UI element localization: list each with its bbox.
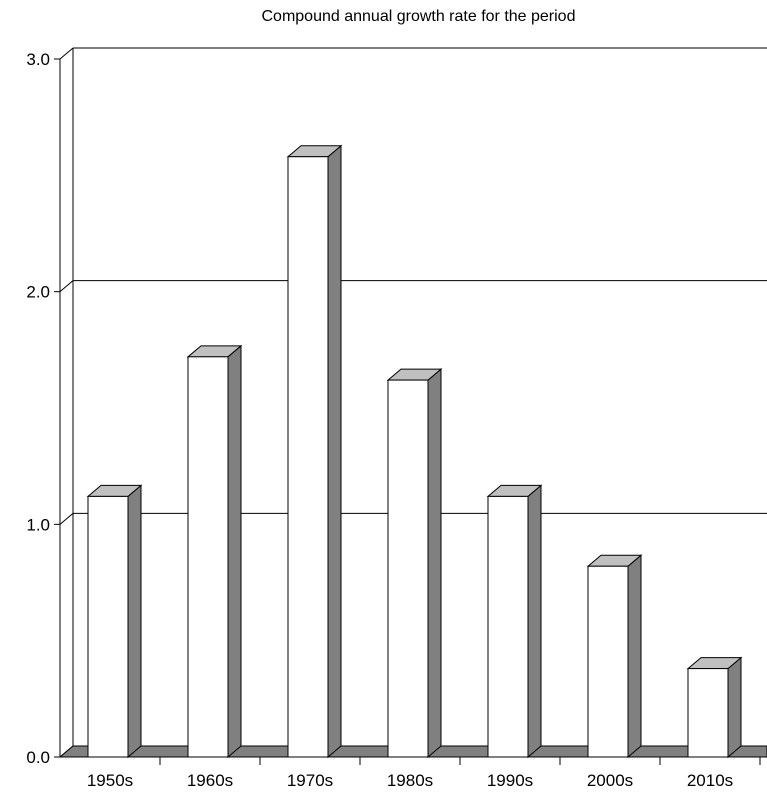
bar-side bbox=[527, 484, 542, 759]
bar-side bbox=[427, 368, 442, 759]
bar-front bbox=[587, 565, 629, 758]
x-tick-label: 2000s bbox=[587, 771, 633, 790]
bar-front bbox=[687, 668, 729, 758]
bar-2000s bbox=[586, 554, 643, 759]
bar-front bbox=[487, 495, 529, 758]
bar-1960s bbox=[186, 344, 243, 759]
bar-side bbox=[127, 484, 142, 759]
bar-front bbox=[387, 379, 429, 758]
x-tick-label: 1990s bbox=[487, 771, 533, 790]
bars bbox=[86, 144, 743, 759]
bar-side bbox=[327, 144, 342, 759]
x-tick-label: 1950s bbox=[87, 771, 133, 790]
bar-side bbox=[727, 656, 742, 759]
bar-1970s bbox=[286, 144, 343, 759]
bar-front bbox=[287, 156, 329, 758]
x-tick-label: 1960s bbox=[187, 771, 233, 790]
x-tick-label: 2010s bbox=[687, 771, 733, 790]
bar-side bbox=[227, 344, 242, 759]
bar-side bbox=[627, 554, 642, 759]
y-tick-label: 3.0 bbox=[26, 50, 50, 69]
y-tick-label: 2.0 bbox=[26, 283, 50, 302]
bar-1950s bbox=[86, 484, 143, 759]
bar-1980s bbox=[386, 368, 443, 759]
bar-2010s bbox=[686, 656, 743, 759]
tick-labels: 0.0 1.0 2.0 3.0 1950s 1960s 1970s 1980s 1990s 200… bbox=[26, 50, 733, 790]
gridline-connector bbox=[59, 512, 74, 525]
gridline-connector bbox=[59, 280, 74, 293]
bar-1990s bbox=[486, 484, 543, 759]
chart-title: Compound annual growth rate for the peri… bbox=[261, 8, 576, 25]
x-tick-label: 1970s bbox=[287, 771, 333, 790]
y-tick-label: 0.0 bbox=[26, 748, 50, 767]
bar-front bbox=[87, 495, 129, 758]
gridline-connector bbox=[59, 47, 74, 60]
y-tick-label: 1.0 bbox=[26, 515, 50, 534]
x-tick-label: 1980s bbox=[387, 771, 433, 790]
bar-front bbox=[187, 356, 229, 758]
